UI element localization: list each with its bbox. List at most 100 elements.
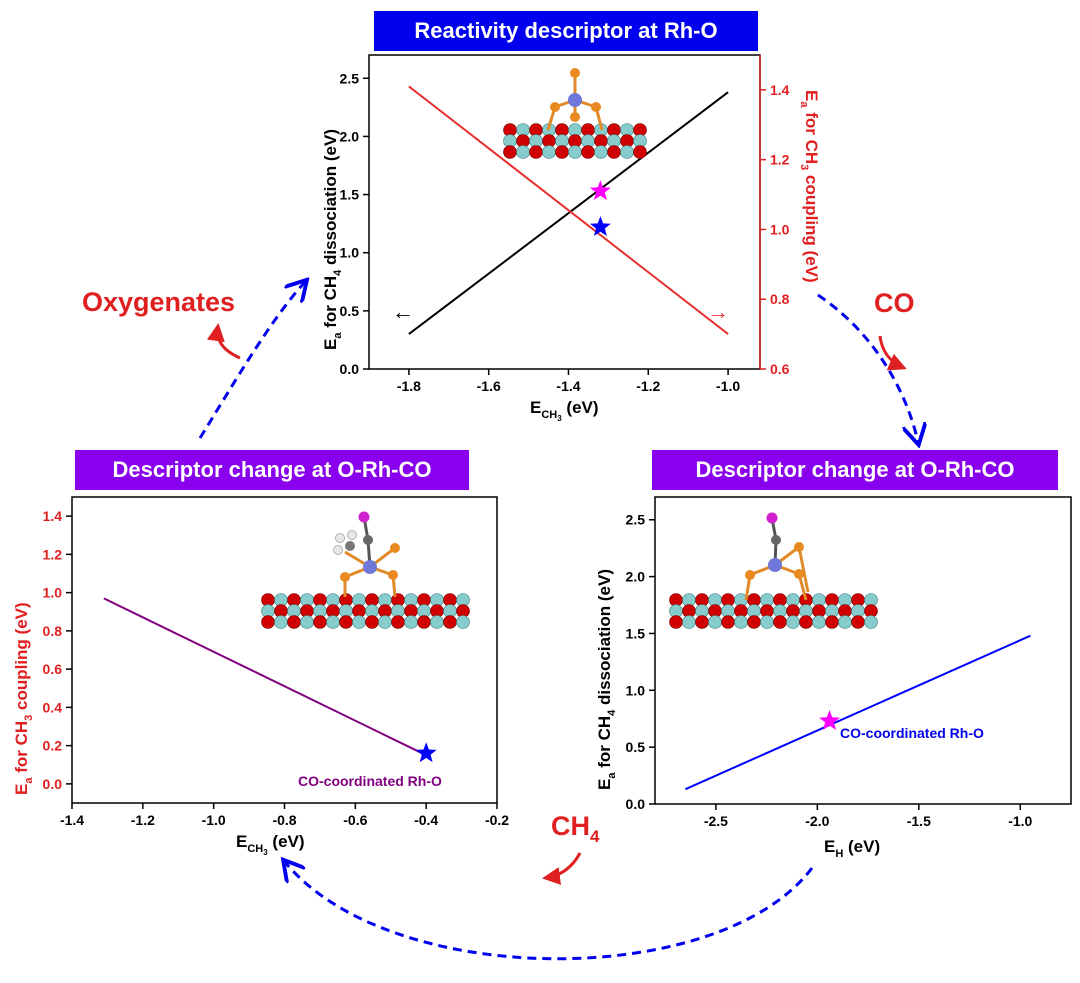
slab-atom bbox=[443, 615, 457, 629]
slab-atom bbox=[326, 615, 340, 629]
left-ytick-label: 0.4 bbox=[43, 699, 63, 715]
slab-atom bbox=[417, 615, 431, 629]
left-xtick-label: -0.4 bbox=[414, 812, 438, 828]
left-xtick-label: -0.6 bbox=[343, 812, 367, 828]
cycle-arrow-down-right bbox=[817, 293, 918, 442]
right-molecule-inset bbox=[669, 512, 878, 629]
slab-atom bbox=[838, 615, 852, 629]
slab-atom bbox=[542, 145, 556, 159]
top-series-line bbox=[408, 85, 729, 335]
ch4-label-sub: 4 bbox=[590, 827, 600, 846]
banner-descriptor-change-right: Descriptor change at O-Rh-CO bbox=[652, 450, 1058, 490]
left-xtick-label: -1.0 bbox=[202, 812, 226, 828]
right-xtick-label: -2.5 bbox=[704, 813, 728, 829]
right-plot-frame bbox=[654, 496, 1072, 805]
top-y2tick-label: 0.6 bbox=[770, 361, 790, 377]
slab-atom bbox=[404, 615, 418, 629]
top-x-axis-label: ECH3 (eV) bbox=[530, 398, 599, 423]
cycle-arrow-bottom bbox=[285, 862, 814, 961]
slab-atom bbox=[773, 615, 787, 629]
banner-descriptor-change-left: Descriptor change at O-Rh-CO bbox=[75, 450, 469, 490]
slab-atom bbox=[747, 615, 761, 629]
slab-atom bbox=[365, 615, 379, 629]
left-ytick-label: 0.6 bbox=[43, 661, 63, 677]
slab-atom bbox=[430, 615, 444, 629]
ch4-label: CH4 bbox=[551, 811, 600, 846]
slab-atom bbox=[607, 145, 621, 159]
slab-atom bbox=[339, 615, 353, 629]
slab-atom bbox=[378, 615, 392, 629]
left-xtick-label: -0.2 bbox=[485, 812, 509, 828]
slab-atom bbox=[682, 615, 696, 629]
top-blue-star-marker bbox=[589, 216, 611, 236]
left-x-axis-label: ECH3 (eV) bbox=[236, 832, 305, 857]
right-magenta-star-marker bbox=[819, 710, 840, 730]
right-series-line bbox=[684, 634, 1031, 791]
top-magenta-star-marker bbox=[589, 180, 611, 200]
top-y2-axis-label: Ea for CH3 coupling (eV) bbox=[798, 90, 821, 283]
cycle-arrow-up-left bbox=[198, 282, 305, 439]
left-ytick-label: 0.0 bbox=[43, 776, 63, 792]
left-xtick-label: -1.2 bbox=[131, 812, 155, 828]
left-ytick-label: 0.2 bbox=[43, 738, 63, 754]
right-x-axis-label: EH (eV) bbox=[824, 837, 880, 860]
right-ytick-label: 2.0 bbox=[626, 569, 646, 585]
banner-reactivity-descriptor: Reactivity descriptor at Rh-O bbox=[374, 11, 758, 51]
left-ytick-label: 1.4 bbox=[43, 508, 63, 524]
slab-atom bbox=[313, 615, 327, 629]
chart-left: -1.4 -1.2 -1.0 -0.8 -0.6 -0.4 -0.2 0.0 0.2 0.4 0.6… bbox=[12, 496, 509, 857]
oxygenates-arrow bbox=[206, 323, 241, 360]
top-ytick-label: 1.5 bbox=[340, 187, 360, 203]
slab-atom bbox=[516, 145, 530, 159]
left-series-line bbox=[103, 597, 427, 757]
slab-atom bbox=[708, 615, 722, 629]
slab-atom bbox=[864, 615, 878, 629]
slab-atom bbox=[261, 615, 275, 629]
top-y2tick-label: 1.0 bbox=[770, 221, 790, 237]
top-ytick-label: 0.5 bbox=[340, 303, 360, 319]
top-xtick-label: -1.8 bbox=[397, 378, 421, 394]
ch4-arrow bbox=[542, 852, 582, 885]
slab-atom bbox=[825, 615, 839, 629]
slab-atom bbox=[734, 615, 748, 629]
right-ytick-label: 1.5 bbox=[626, 625, 646, 641]
top-ytick-label: 1.0 bbox=[340, 245, 360, 261]
left-xtick-label: -1.4 bbox=[60, 812, 84, 828]
right-xtick-label: -1.5 bbox=[907, 813, 931, 829]
left-y-axis-label: Ea for CH3 coupling (eV) bbox=[12, 602, 35, 795]
slab-atom bbox=[503, 145, 517, 159]
slab-atom bbox=[851, 615, 865, 629]
top-xtick-label: -1.0 bbox=[716, 378, 740, 394]
right-ytick-label: 0.5 bbox=[626, 739, 646, 755]
right-xtick-label: -2.0 bbox=[805, 813, 829, 829]
left-xtick-label: -0.8 bbox=[272, 812, 296, 828]
chart-top: -1.8 -1.6 -1.4 -1.2 -1.0 0.0 0.5 1.0 1.5 2.0 2.5 0.… bbox=[321, 54, 821, 423]
top-series-line bbox=[408, 91, 729, 335]
slab-atom bbox=[274, 615, 288, 629]
slab-atom bbox=[529, 145, 543, 159]
co-arrow bbox=[878, 335, 907, 371]
slab-atom bbox=[594, 145, 608, 159]
right-annotation: CO-coordinated Rh-O bbox=[840, 725, 984, 741]
slab-atom bbox=[555, 145, 569, 159]
top-molecule-inset bbox=[503, 68, 647, 159]
left-molecule-inset bbox=[261, 511, 470, 629]
left-annotation: CO-coordinated Rh-O bbox=[298, 773, 442, 789]
top-xtick-label: -1.4 bbox=[556, 378, 580, 394]
top-ytick-label: 2.0 bbox=[340, 128, 360, 144]
co-label: CO bbox=[874, 288, 915, 318]
top-xtick-label: -1.2 bbox=[636, 378, 660, 394]
slab-atom bbox=[812, 615, 826, 629]
slab-atom bbox=[786, 615, 800, 629]
left-plot-frame bbox=[71, 496, 498, 804]
slab-atom bbox=[568, 145, 582, 159]
left-ytick-label: 1.2 bbox=[43, 546, 63, 562]
slab-atom bbox=[695, 615, 709, 629]
slab-atom bbox=[669, 615, 683, 629]
slab-atom bbox=[633, 145, 647, 159]
top-y-axis-label: Ea for CH4 dissociation (eV) bbox=[321, 129, 344, 350]
left-ytick-label: 0.8 bbox=[43, 623, 63, 639]
chart-right: -2.5 -2.0 -1.5 -1.0 0.0 0.5 1.0 1.5 2.0 2.5 CO-co… bbox=[595, 496, 1072, 860]
left-blue-star-marker bbox=[415, 742, 437, 763]
